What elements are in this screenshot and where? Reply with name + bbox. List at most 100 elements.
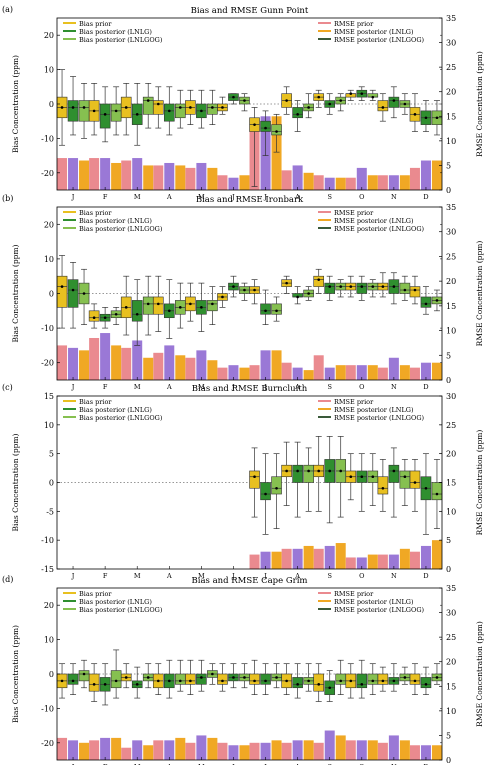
- ytick-label-right: 0: [446, 565, 451, 574]
- ytick-label-right: 25: [446, 252, 456, 261]
- ytick-label-right: 5: [446, 161, 451, 170]
- rmse-bar: [164, 345, 175, 380]
- ytick-label-right: 25: [446, 63, 456, 72]
- rmse-bar: [79, 742, 90, 760]
- bias-box: [377, 673, 389, 685]
- rmse-bar: [196, 350, 207, 380]
- mean-marker: [92, 683, 96, 686]
- rmse-bar: [324, 177, 335, 190]
- rmse-bar: [281, 362, 292, 380]
- ytick-label-left: 10: [44, 636, 54, 645]
- mean-marker: [403, 676, 407, 679]
- xtick-label: M: [134, 763, 141, 765]
- bias-box: [420, 296, 432, 308]
- bias-box: [88, 673, 100, 692]
- legend-label: RMSE prior: [334, 20, 374, 28]
- rmse-bar: [111, 345, 122, 380]
- panel-title: Bias and RMSE Burncluith: [192, 384, 308, 394]
- mean-marker: [135, 113, 139, 116]
- rmse-bar: [79, 350, 90, 380]
- mean-marker: [349, 285, 353, 288]
- xtick-label: S: [327, 572, 331, 580]
- bias-box: [431, 482, 443, 501]
- mean-marker: [92, 109, 96, 113]
- xtick-label: J: [71, 572, 75, 580]
- mean-marker: [82, 292, 86, 295]
- mean-marker: [60, 106, 64, 109]
- rmse-bar: [409, 745, 420, 760]
- rmse-bar: [153, 352, 164, 380]
- bias-box: [303, 464, 314, 483]
- bias-box: [356, 282, 368, 294]
- bias-box: [399, 282, 411, 294]
- panel-label: (c): [2, 383, 13, 392]
- rmse-bar: [57, 737, 68, 760]
- rmse-bar: [345, 177, 356, 190]
- legend-label: Bias posterior (LNLG): [79, 28, 152, 36]
- bias-box: [377, 476, 389, 495]
- mean-marker: [285, 469, 288, 473]
- rmse-bar: [271, 116, 282, 190]
- ytick-label-left: 0: [49, 670, 54, 679]
- legend-label: RMSE posterior (LNLG): [334, 598, 414, 606]
- mean-marker: [189, 302, 192, 306]
- panel-label: (a): [2, 5, 13, 14]
- rmse-bar: [271, 740, 282, 760]
- rmse-bar: [367, 740, 378, 760]
- bias-box: [324, 282, 336, 294]
- rmse-bar: [324, 545, 335, 569]
- legend-label: Bias posterior (LNLGOG): [79, 36, 163, 44]
- bias-box: [110, 670, 122, 689]
- rmse-bar: [249, 742, 260, 760]
- xtick-label: A: [166, 383, 172, 391]
- mean-marker: [424, 302, 428, 306]
- mean-marker: [189, 679, 192, 683]
- rmse-bar: [100, 158, 111, 190]
- ytick-label-right: 30: [446, 228, 456, 237]
- xtick-label: M: [134, 193, 141, 201]
- rmse-bar: [377, 742, 388, 760]
- mean-marker: [60, 679, 64, 683]
- rmse-bar: [409, 367, 420, 380]
- ylabel-left: Bias Concentration (ppm): [11, 244, 20, 342]
- rmse-bar: [79, 160, 90, 190]
- bias-box: [356, 673, 368, 689]
- mean-marker: [167, 109, 171, 113]
- xtick-label: D: [423, 763, 428, 765]
- ytick-label-left: 0: [49, 100, 54, 109]
- rmse-bar: [196, 735, 207, 760]
- xtick-label: J: [231, 383, 235, 391]
- ytick-label-left: 20: [44, 220, 54, 229]
- mean-marker: [349, 475, 353, 479]
- bias-box: [152, 296, 164, 315]
- bias-box: [292, 677, 303, 689]
- xtick-label: S: [327, 193, 331, 201]
- ytick-label-right: 20: [446, 88, 456, 97]
- bias-box: [67, 279, 79, 308]
- ytick-label-right: 0: [446, 756, 451, 765]
- mean-marker: [264, 126, 267, 130]
- xtick-label: A: [294, 763, 300, 765]
- legend-label: RMSE posterior (LNLGOG): [334, 225, 425, 233]
- mean-marker: [221, 295, 224, 299]
- rmse-bar: [431, 745, 442, 760]
- mean-marker: [232, 676, 235, 679]
- ylabel-right: RMSE Concentration (ppm): [475, 430, 484, 536]
- rmse-bar: [420, 362, 431, 380]
- rmse-bar: [217, 175, 228, 190]
- mean-marker: [381, 285, 385, 288]
- rmse-bar: [175, 355, 186, 380]
- rmse-bar: [399, 365, 410, 380]
- mean-marker: [167, 309, 171, 313]
- mean-marker: [349, 679, 353, 683]
- xtick-label: J: [231, 763, 235, 765]
- xtick-label: M: [198, 763, 205, 765]
- mean-marker: [413, 481, 417, 484]
- ytick-label-left: -10: [41, 704, 54, 713]
- ytick-label-left: -20: [41, 359, 54, 368]
- xtick-label: J: [71, 383, 75, 391]
- ytick-label-left: -10: [41, 134, 54, 143]
- bias-box: [56, 275, 68, 308]
- rmse-bar: [367, 365, 378, 380]
